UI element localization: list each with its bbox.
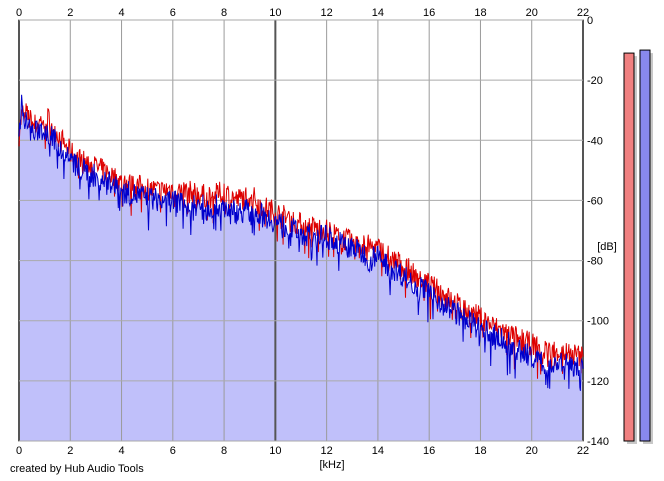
x-tick-label-bottom: 2 [67,445,73,457]
x-tick-label-top: 16 [423,7,435,19]
spectrum-fill [19,94,583,442]
y-tick-label: -140 [587,436,609,448]
y-tick-label: -120 [587,376,609,388]
x-tick-label-top: 0 [16,7,22,19]
y-axis-label: [dB] [597,241,617,253]
x-tick-label-bottom: 8 [221,445,227,457]
x-tick-label-top: 4 [118,7,124,19]
x-tick-label-top: 22 [577,7,589,19]
y-tick-label: -20 [587,75,603,87]
series-line-blue [18,94,584,391]
y-tick-label: -80 [587,256,603,268]
spectrum-area-fill [19,94,583,442]
x-tick-label-bottom: 6 [170,445,176,457]
channel-level-meters [623,49,653,444]
x-tick-label-top: 20 [526,7,538,19]
x-tick-label-bottom: 22 [577,445,589,457]
axis-ticks: 002244668810101212141416161818202022220-… [16,7,609,457]
x-tick-label-bottom: 16 [423,445,435,457]
x-tick-label-bottom: 0 [16,445,22,457]
x-tick-label-top: 6 [170,7,176,19]
y-tick-label: -100 [587,316,609,328]
left-channel-meter [623,52,635,442]
x-tick-label-bottom: 14 [372,445,384,457]
x-tick-label-top: 8 [221,7,227,19]
y-tick-label: -40 [587,135,603,147]
right-channel-meter [639,49,651,442]
credit-text: created by Hub Audio Tools [10,463,144,475]
x-tick-label-top: 18 [474,7,486,19]
x-tick-label-bottom: 4 [118,445,124,457]
x-tick-label-bottom: 10 [269,445,281,457]
x-tick-label-top: 10 [269,7,281,19]
x-tick-label-bottom: 12 [321,445,333,457]
x-tick-label-top: 2 [67,7,73,19]
x-tick-label-top: 12 [321,7,333,19]
grid-lines [18,19,584,442]
y-tick-label: -60 [587,195,603,207]
x-axis-label: [kHz] [319,459,344,471]
y-tick-label: 0 [587,15,593,27]
x-tick-label-bottom: 18 [474,445,486,457]
x-tick-label-bottom: 20 [526,445,538,457]
x-tick-label-top: 14 [372,7,384,19]
series-lines [18,94,584,391]
